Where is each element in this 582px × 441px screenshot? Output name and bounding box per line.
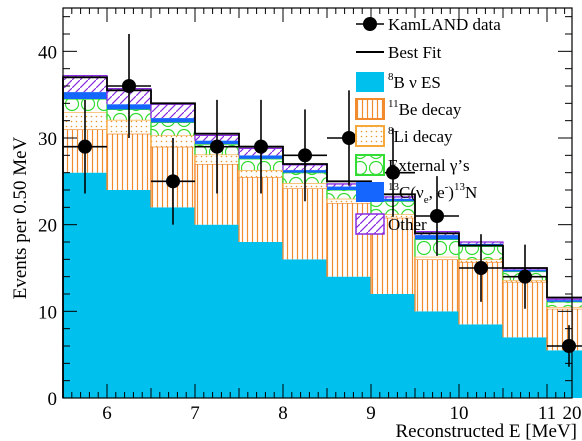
data-points (63, 34, 582, 367)
x-tick-label-11: 11 (538, 403, 556, 424)
bar-be11-8 (415, 259, 459, 312)
legend-data-marker (363, 17, 377, 31)
y-tick-label-10: 10 (38, 302, 57, 323)
bar-ext-6 (327, 190, 371, 199)
legend-item-c13: 13C(νe, e-)13N (356, 181, 477, 206)
legend-li8-swatch (355, 125, 385, 147)
bar-b8-10 (503, 337, 547, 398)
bar-b8-7 (371, 294, 415, 398)
legend-label-li8: 8Li decay (388, 125, 453, 146)
legend: KamLAND data Best Fit 8B ν ES 11Be decay… (355, 15, 501, 235)
bar-ext-2 (151, 122, 195, 136)
legend-item-data: KamLAND data (356, 15, 501, 34)
data-point-6 (342, 131, 356, 145)
x-axis-label: Reconstructed E [MeV] (396, 421, 578, 441)
data-point-7 (386, 165, 400, 180)
bar-b8-8 (415, 311, 459, 398)
bar-b8-5 (283, 259, 327, 398)
bar-b8-2 (151, 207, 195, 398)
data-point-9 (474, 261, 488, 275)
legend-other-swatch (355, 213, 385, 235)
legend-label-external: External γ’s (388, 156, 470, 175)
legend-c13-swatch (356, 182, 384, 202)
data-point-8 (430, 209, 444, 223)
data-point-0 (78, 139, 92, 154)
bar-b8-3 (195, 224, 239, 398)
legend-label-be11: 11Be decay (388, 98, 462, 119)
bar-li8-6 (327, 198, 371, 203)
bar-ext-11 (547, 301, 582, 307)
legend-label-best-fit: Best Fit (388, 43, 442, 62)
legend-label-other: Other (388, 215, 427, 234)
legend-item-be11: 11Be decay (355, 98, 462, 120)
data-point-10 (518, 269, 532, 284)
legend-item-li8: 8Li decay (355, 125, 453, 147)
data-point-5 (298, 148, 312, 163)
legend-label-c13: 13C(νe, e-)13N (388, 181, 477, 206)
plot-frame (62, 7, 573, 399)
x-tick-label-20: 20 (563, 403, 582, 424)
y-tick-label-30: 30 (38, 129, 57, 150)
bar-b8-0 (63, 172, 107, 398)
legend-be11-swatch (355, 98, 385, 120)
y-tick-label-0: 0 (48, 389, 58, 410)
bar-b8-6 (327, 276, 371, 398)
y-tick-label-40: 40 (38, 42, 57, 63)
axes: 01020304067891011121320 (38, 7, 582, 424)
y-axis-label: Events per 0.50 MeV (10, 136, 31, 299)
x-tick-label-6: 6 (102, 403, 112, 424)
data-point-1 (122, 79, 136, 93)
bar-b8-9 (459, 324, 503, 398)
data-point-3 (210, 139, 224, 154)
bar-c13-6 (327, 186, 371, 190)
legend-item-best-fit: Best Fit (356, 43, 442, 62)
bar-b8-1 (107, 190, 151, 398)
bar-edge-other-11 (546, 298, 582, 301)
bar-b8-11 (547, 350, 582, 398)
legend-label-data: KamLAND data (388, 15, 501, 34)
x-tick-label-8: 8 (278, 403, 288, 424)
bar-be11-1 (107, 133, 151, 190)
bar-other-0 (63, 75, 107, 93)
best-fit-step (62, 76, 582, 398)
data-point-4 (254, 139, 268, 154)
legend-external-swatch (355, 154, 385, 176)
legend-b8-swatch (356, 72, 384, 92)
bar-li8-8 (415, 256, 459, 260)
legend-label-b8: 8B ν ES (388, 71, 441, 92)
best-fit-line (62, 76, 582, 398)
bar-c13-2 (151, 118, 195, 123)
x-tick-label-7: 7 (190, 403, 200, 424)
legend-item-other: Other (355, 213, 427, 235)
y-tick-label-20: 20 (38, 216, 57, 237)
bar-b8-4 (239, 242, 283, 398)
bar-li8-11 (547, 307, 582, 309)
x-tick-label-9: 9 (366, 403, 376, 424)
bar-other-2 (151, 104, 195, 119)
bar-c13-11 (547, 300, 582, 302)
stacked-bars (62, 74, 582, 398)
legend-item-external: External γ’s (355, 154, 470, 176)
legend-item-b8: 8B ν ES (356, 71, 441, 92)
data-point-2 (166, 174, 180, 189)
bar-c13-0 (63, 92, 107, 99)
x-tick-label-10: 10 (450, 403, 469, 424)
